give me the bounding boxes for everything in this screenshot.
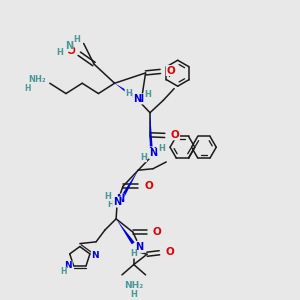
Text: N: N — [149, 148, 157, 158]
Text: H: H — [145, 90, 152, 99]
Text: O: O — [171, 130, 179, 140]
Text: H: H — [105, 192, 112, 201]
Text: O: O — [144, 182, 153, 191]
Text: H: H — [140, 153, 147, 162]
Text: H: H — [130, 249, 136, 258]
Text: N: N — [148, 147, 156, 157]
Polygon shape — [115, 83, 135, 98]
Text: N: N — [65, 41, 73, 51]
Text: N: N — [113, 197, 121, 207]
Text: H: H — [108, 200, 115, 208]
Text: N: N — [136, 94, 144, 104]
Text: H: H — [60, 267, 67, 276]
Text: N: N — [92, 251, 99, 260]
Text: NH₂: NH₂ — [28, 75, 46, 84]
Text: NH₂: NH₂ — [124, 281, 143, 290]
Text: H: H — [130, 290, 137, 299]
Text: H: H — [73, 35, 80, 44]
Text: H: H — [57, 48, 64, 57]
Polygon shape — [116, 219, 135, 244]
Text: H: H — [158, 144, 165, 153]
Text: O: O — [153, 227, 161, 237]
Polygon shape — [150, 113, 153, 155]
Text: O: O — [166, 247, 174, 257]
Text: H: H — [24, 84, 31, 93]
Text: N: N — [64, 261, 72, 270]
Text: O: O — [166, 66, 175, 76]
Text: H: H — [125, 89, 132, 98]
Text: N: N — [133, 94, 141, 104]
Polygon shape — [122, 170, 138, 197]
Text: O: O — [67, 46, 75, 56]
Text: N: N — [136, 242, 144, 252]
Text: N: N — [116, 194, 124, 204]
